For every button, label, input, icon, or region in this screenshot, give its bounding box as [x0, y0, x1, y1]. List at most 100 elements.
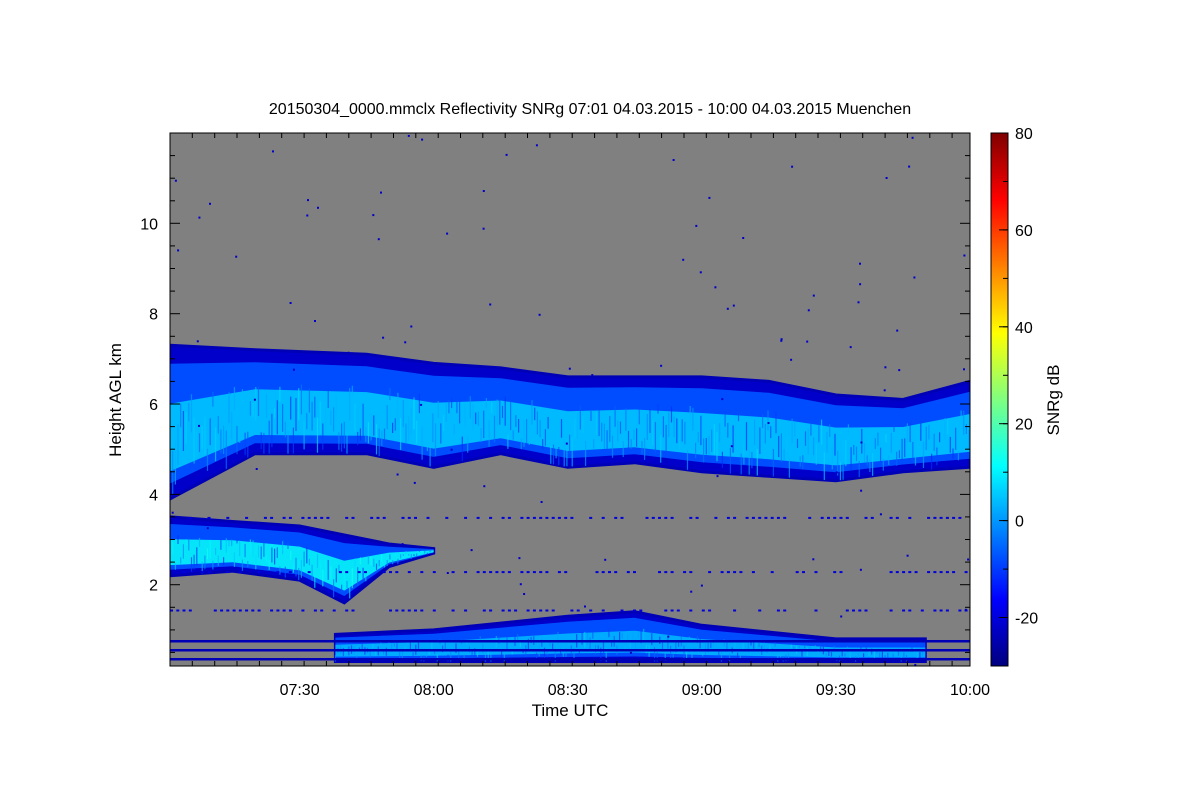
clutter-speck	[833, 571, 837, 574]
clutter-speck	[783, 516, 787, 519]
clutter-speck	[545, 609, 549, 612]
noise-speck	[343, 451, 346, 454]
clutter-speck	[908, 609, 912, 612]
clutter-speck	[664, 571, 668, 574]
clutter-speck	[539, 571, 543, 574]
noise-speck	[382, 336, 385, 339]
noise-speck	[505, 153, 508, 156]
noise-speck	[857, 301, 860, 304]
clutter-speck	[827, 516, 830, 519]
clutter-speck	[864, 609, 868, 612]
colorbar-tick-label: -20	[1015, 611, 1038, 628]
clutter-speck	[601, 516, 605, 519]
clutter-speck	[345, 516, 349, 519]
x-tick-label: 10:00	[950, 682, 990, 699]
noise-speck	[859, 262, 861, 265]
clutter-speck	[532, 571, 536, 574]
clutter-speck	[532, 609, 536, 612]
noise-speck	[859, 568, 862, 571]
clutter-speck	[507, 609, 511, 612]
clutter-speck	[351, 516, 355, 519]
clutter-speck	[557, 571, 561, 574]
noise-speck	[714, 286, 717, 289]
clutter-speck	[889, 609, 893, 612]
clutter-speck	[689, 571, 693, 574]
noise-speck	[372, 214, 375, 217]
noise-speck	[554, 463, 557, 466]
noise-speck	[482, 190, 485, 192]
clutter-speck	[927, 516, 931, 519]
clutter-speck	[858, 609, 862, 612]
clutter-speck	[495, 571, 499, 574]
clutter-speck	[770, 571, 774, 574]
clutter-speck	[945, 516, 949, 519]
clutter-speck	[676, 609, 680, 612]
clutter-speck	[658, 516, 661, 519]
clutter-speck	[426, 516, 430, 519]
colorbar-tick-label: 0	[1015, 514, 1024, 531]
clutter-speck	[226, 609, 230, 612]
clutter-speck	[958, 516, 962, 519]
clutter-speck	[589, 609, 593, 612]
noise-speck	[483, 485, 486, 488]
clutter-speck	[489, 609, 493, 612]
noise-speck	[584, 605, 586, 608]
clutter-speck	[407, 571, 411, 574]
noise-speck	[253, 398, 256, 401]
noise-speck	[967, 558, 970, 561]
clutter-speck	[933, 571, 937, 574]
clutter-speck	[845, 516, 849, 519]
noise-speck	[629, 651, 632, 654]
noise-speck	[347, 351, 350, 354]
noise-speck	[682, 258, 685, 261]
clutter-speck	[539, 609, 543, 612]
clutter-speck	[482, 609, 486, 612]
clutter-speck	[889, 516, 893, 519]
clutter-speck	[464, 571, 468, 574]
noise-speck	[911, 136, 914, 139]
clutter-speck	[714, 516, 718, 519]
clutter-speck	[795, 571, 799, 574]
clutter-speck	[614, 516, 618, 519]
echo-layer-core	[170, 389, 970, 472]
clutter-speck	[539, 516, 543, 519]
clutter-speck	[245, 516, 249, 519]
clutter-speck	[176, 609, 180, 612]
noise-speck	[404, 341, 407, 344]
noise-speck	[317, 206, 319, 209]
clutter-speck	[751, 571, 755, 574]
clutter-speck	[758, 516, 762, 519]
noise-speck	[482, 227, 485, 230]
clutter-speck	[639, 609, 643, 612]
noise-speck	[840, 615, 843, 618]
clutter-speck	[708, 571, 712, 574]
noise-speck	[177, 249, 180, 252]
noise-speck	[196, 340, 199, 343]
clutter-speck	[670, 571, 674, 574]
clutter-speck	[170, 609, 173, 612]
clutter-speck	[464, 516, 468, 519]
noise-speck	[700, 584, 703, 587]
clutter-speck	[758, 609, 762, 612]
noise-speck	[660, 364, 663, 367]
clutter-speck	[902, 609, 906, 612]
noise-speck	[807, 309, 810, 312]
clutter-speck	[288, 571, 292, 574]
noise-speck	[859, 283, 862, 286]
noise-speck	[860, 441, 863, 444]
noise-speck	[964, 608, 967, 611]
clutter-speck	[570, 609, 574, 612]
clutter-speck	[664, 516, 668, 519]
clutter-speck	[270, 516, 274, 519]
clutter-speck	[870, 516, 874, 519]
noise-speck	[726, 307, 729, 310]
clutter-speck	[301, 516, 305, 519]
clutter-speck	[501, 609, 505, 612]
noise-speck	[849, 346, 852, 349]
noise-speck	[885, 177, 888, 179]
clutter-speck	[270, 609, 274, 612]
clutter-speck	[332, 609, 336, 612]
clutter-speck	[182, 571, 186, 574]
clutter-speck	[407, 609, 411, 612]
